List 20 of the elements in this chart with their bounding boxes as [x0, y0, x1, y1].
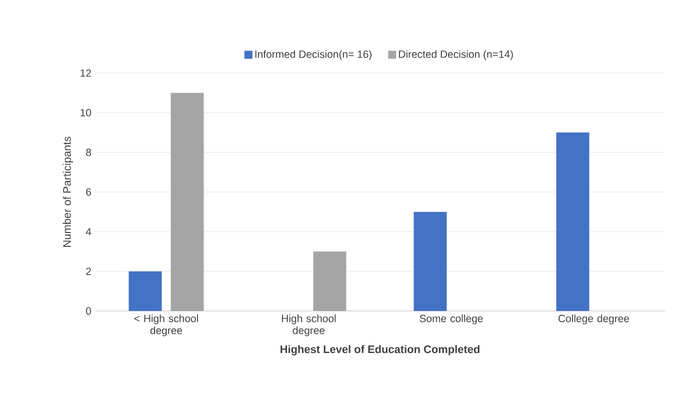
y-tick-label: 4 — [86, 228, 92, 236]
y-tick-label: 0 — [86, 307, 92, 315]
x-tick-label: College degree — [558, 314, 630, 324]
x-tick-label: < High school degree — [134, 314, 198, 336]
bar — [128, 271, 162, 311]
legend-label: Directed Decision (n=14) — [399, 50, 513, 60]
y-axis-title: Number of Participants — [62, 136, 73, 247]
bar — [313, 252, 346, 311]
x-tick-label: High school degree — [282, 314, 336, 336]
y-tick-label: 2 — [86, 268, 91, 275]
bar — [170, 92, 204, 311]
y-tick-label: 8 — [86, 148, 92, 156]
legend-label: Informed Decision(n= 16) — [255, 50, 372, 60]
y-tick-label: 10 — [80, 108, 92, 116]
bar — [556, 132, 590, 311]
x-axis-title: Highest Level of Education Completed — [280, 345, 480, 356]
bar — [414, 212, 447, 311]
x-tick-label: Some college — [420, 314, 483, 324]
y-tick-label: 12 — [80, 69, 91, 77]
y-tick-label: 6 — [86, 188, 92, 196]
